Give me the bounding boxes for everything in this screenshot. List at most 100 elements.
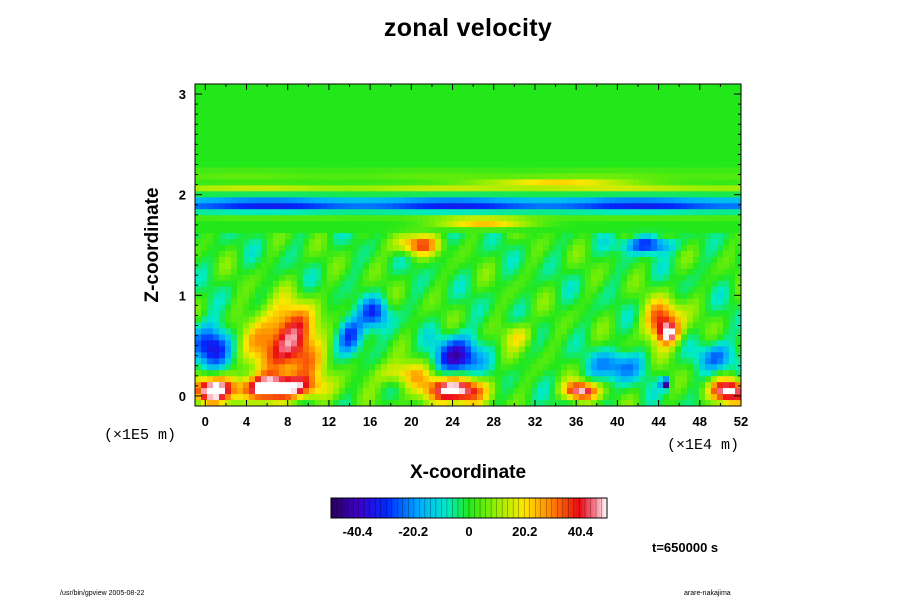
field-cell <box>243 268 250 276</box>
field-cell <box>327 113 334 121</box>
field-cell <box>441 95 448 103</box>
field-cell <box>597 89 604 97</box>
field-cell <box>651 209 658 216</box>
field-cell <box>495 227 502 234</box>
field-cell <box>417 209 424 216</box>
field-cell <box>567 203 574 210</box>
field-cell <box>471 101 478 109</box>
field-cell <box>621 125 628 133</box>
field-cell <box>627 334 634 341</box>
field-cell <box>465 358 472 365</box>
field-cell <box>201 400 208 406</box>
field-cell <box>519 280 526 288</box>
field-cell <box>687 209 694 216</box>
field-cell <box>267 322 274 330</box>
field-cell <box>651 352 658 359</box>
field-cell <box>651 137 658 145</box>
field-cell <box>339 209 346 216</box>
field-cell <box>585 137 592 145</box>
field-cell <box>375 322 382 330</box>
field-cell <box>657 215 664 222</box>
field-cell <box>549 370 556 377</box>
field-cell <box>465 107 472 115</box>
field-cell <box>417 304 424 312</box>
field-cell <box>699 167 706 175</box>
field-cell <box>267 376 274 383</box>
field-cell <box>351 304 358 312</box>
field-cell <box>303 173 310 180</box>
field-cell <box>663 268 670 276</box>
field-cell <box>477 179 484 186</box>
field-cell <box>705 304 712 312</box>
field-cell <box>441 245 448 252</box>
field-cell <box>675 197 682 204</box>
field-cell <box>285 89 292 97</box>
field-cell <box>657 256 664 264</box>
field-cell <box>621 328 628 336</box>
field-cell <box>195 286 202 294</box>
field-cell <box>225 286 232 294</box>
field-cell <box>663 376 670 383</box>
field-cell <box>333 95 340 103</box>
field-cell <box>441 84 448 91</box>
field-cell <box>285 334 292 341</box>
field-cell <box>705 113 712 121</box>
field-cell <box>453 340 460 347</box>
field-cell <box>327 310 334 318</box>
field-cell <box>315 400 322 406</box>
field-cell <box>645 197 652 204</box>
field-cell <box>555 167 562 175</box>
field-cell <box>435 221 442 228</box>
field-cell <box>327 137 334 145</box>
field-cell <box>441 137 448 145</box>
field-cell <box>609 310 616 318</box>
field-cell <box>459 101 466 109</box>
field-cell <box>615 316 622 324</box>
field-cell <box>291 328 298 336</box>
field-cell <box>543 256 550 264</box>
field-cell <box>471 143 478 151</box>
field-cell <box>429 119 436 127</box>
field-cell <box>669 197 676 204</box>
field-cell <box>303 221 310 228</box>
field-cell <box>405 358 412 365</box>
field-cell <box>321 286 328 294</box>
field-cell <box>669 394 676 401</box>
field-cell <box>729 101 736 109</box>
field-cell <box>699 119 706 127</box>
field-cell <box>207 328 214 336</box>
field-cell <box>525 125 532 133</box>
field-cell <box>219 370 226 377</box>
field-cell <box>639 197 646 204</box>
field-cell <box>237 364 244 371</box>
field-cell <box>339 262 346 270</box>
field-cell <box>459 221 466 228</box>
field-cell <box>303 113 310 121</box>
field-cell <box>603 107 610 115</box>
field-cell <box>333 215 340 222</box>
field-cell <box>729 131 736 139</box>
field-cell <box>423 310 430 318</box>
field-cell <box>573 346 580 353</box>
field-cell <box>429 358 436 365</box>
field-cell <box>483 310 490 318</box>
field-cell <box>507 250 514 258</box>
field-cell <box>387 89 394 97</box>
field-cell <box>477 221 484 228</box>
field-cell <box>723 340 730 347</box>
field-cell <box>225 364 232 371</box>
field-cell <box>669 191 676 198</box>
field-cell <box>513 316 520 324</box>
field-cell <box>501 143 508 151</box>
field-cell <box>441 274 448 282</box>
field-cell <box>483 388 490 395</box>
field-cell <box>663 197 670 204</box>
field-cell <box>531 352 538 359</box>
field-cell <box>513 382 520 389</box>
field-cell <box>651 173 658 180</box>
field-cell <box>255 334 262 341</box>
field-cell <box>717 185 724 192</box>
field-cell <box>459 388 466 395</box>
field-cell <box>681 137 688 145</box>
field-cell <box>417 185 424 192</box>
